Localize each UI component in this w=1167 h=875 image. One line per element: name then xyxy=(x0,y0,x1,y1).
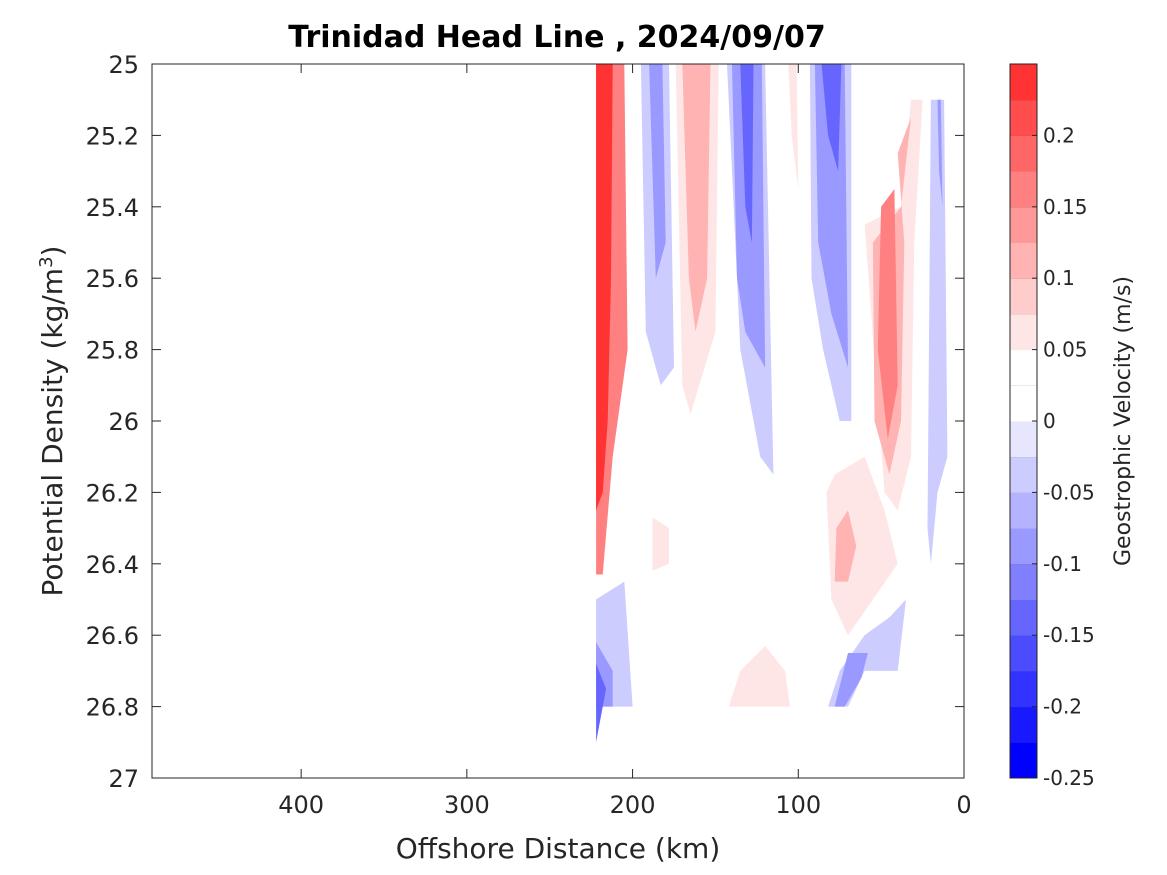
x-tick-label: 400 xyxy=(278,791,324,819)
x-tick-label: 100 xyxy=(775,791,821,819)
contour-region-red-190-180-blob xyxy=(652,517,669,571)
y-tick-label: 25 xyxy=(108,51,139,79)
y-tick-label: 25.2 xyxy=(86,122,139,150)
y-axis-title-main: Potential Density (kg/m xyxy=(36,268,69,597)
colorbar-swatches xyxy=(1010,63,1037,779)
contour-region-blue-90-68-core xyxy=(821,64,842,172)
y-tick-label: 26.2 xyxy=(86,479,139,507)
colorbar-swatch xyxy=(1010,349,1037,386)
colorbar-swatch xyxy=(1010,706,1037,743)
chart-title: Trinidad Head Line , 2024/09/07 xyxy=(288,20,825,55)
contour-region-red-82-38-lower xyxy=(826,456,898,636)
y-tick-label: 27 xyxy=(108,765,139,793)
colorbar-swatch xyxy=(1010,99,1037,136)
x-tick-label: 300 xyxy=(444,791,490,819)
colorbar-ticks: 0.2 0.15 0.1 0.05 0 -0.05 -0.1 -0.15 -0.2 -0.25 xyxy=(1032,123,1095,790)
x-axis-title: Offshore Distance (km) xyxy=(396,832,721,865)
colorbar-tick-label: 0.1 xyxy=(1043,266,1075,290)
contour-region-red-82-38-lower-inner xyxy=(834,510,857,582)
contour-region-red-104km xyxy=(788,64,799,189)
colorbar-swatch xyxy=(1010,528,1037,565)
colorbar-tick-label: -0.25 xyxy=(1043,766,1095,790)
contour-region-red-45-inner-core xyxy=(877,189,898,439)
colorbar-swatch xyxy=(1010,456,1037,493)
colorbar-tick-label: -0.1 xyxy=(1043,552,1082,576)
contour-region-blue-85-35-lower-inner xyxy=(834,653,868,707)
colorbar-title: Geostrophic Velocity (m/s) xyxy=(1111,276,1136,566)
contour-region-blue-195-175-inner xyxy=(649,64,666,279)
contour-region-red-130-105-lower xyxy=(728,645,790,707)
y-tick-label: 26 xyxy=(108,408,139,436)
colorbar-swatch xyxy=(1010,421,1037,458)
y-tick-label: 25.4 xyxy=(86,194,139,222)
colorbar-tick-label: 0.15 xyxy=(1043,195,1088,219)
y-axis-title-close: ) xyxy=(36,246,69,257)
y-tick-label: 26.8 xyxy=(86,694,139,722)
contour-region-blue-222-205-lower-core xyxy=(596,663,607,743)
colorbar-tick-label: 0.05 xyxy=(1043,338,1088,362)
colorbar-swatch xyxy=(1010,670,1037,708)
colorbar-swatch xyxy=(1010,635,1037,672)
colorbar: 0.2 0.15 0.1 0.05 0 -0.05 -0.1 -0.15 -0.2 -0.25 xyxy=(1009,63,1095,790)
colorbar-swatch xyxy=(1010,599,1037,636)
y-axis-title: Potential Density (kg/m3) xyxy=(36,246,69,597)
colorbar-swatch xyxy=(1010,278,1037,315)
colorbar-tick-label: 0 xyxy=(1043,409,1056,433)
colorbar-tick-label: -0.15 xyxy=(1043,623,1095,647)
contour-regions xyxy=(596,64,948,743)
y-tick-label: 25.8 xyxy=(86,337,139,365)
colorbar-swatch xyxy=(1010,492,1037,529)
x-tick-label: 200 xyxy=(610,791,656,819)
colorbar-tick-label: 0.2 xyxy=(1043,123,1075,147)
colorbar-swatch xyxy=(1010,313,1037,351)
colorbar-tick-label: -0.2 xyxy=(1043,695,1082,719)
y-tick-label: 26.4 xyxy=(86,551,139,579)
colorbar-swatch xyxy=(1010,385,1037,422)
colorbar-swatch xyxy=(1010,135,1037,172)
y-tick-label: 25.6 xyxy=(86,265,139,293)
contour-region-blue-18-8-inner xyxy=(937,99,943,207)
contour-region-blue-90-68-inner xyxy=(814,64,848,368)
contour-region-red-175-145-inner xyxy=(682,64,711,332)
y-axis-title-sup: 3 xyxy=(36,256,57,267)
colorbar-swatch xyxy=(1010,64,1037,101)
colorbar-swatch xyxy=(1010,206,1037,243)
contour-region-blue-140-120-core xyxy=(740,64,754,243)
colorbar-swatch xyxy=(1010,171,1037,208)
x-tick-labels: 400 300 200 100 0 xyxy=(278,791,971,819)
colorbar-swatch xyxy=(1010,563,1037,600)
y-tick-labels: 25 25.2 25.4 25.6 25.8 26 26.2 26.4 26.6 26.8 27 xyxy=(86,51,139,793)
plot-frame xyxy=(151,63,965,779)
contour-region-blue-18-8 xyxy=(927,99,948,564)
colorbar-swatch xyxy=(1010,742,1037,779)
y-tick-label: 26.6 xyxy=(86,622,139,650)
x-tick-label: 0 xyxy=(956,791,971,819)
contour-region-red-core-218km-inner xyxy=(596,64,613,511)
colorbar-swatch xyxy=(1010,242,1037,279)
plot-area xyxy=(151,63,965,779)
colorbar-tick-label: -0.05 xyxy=(1043,480,1095,504)
